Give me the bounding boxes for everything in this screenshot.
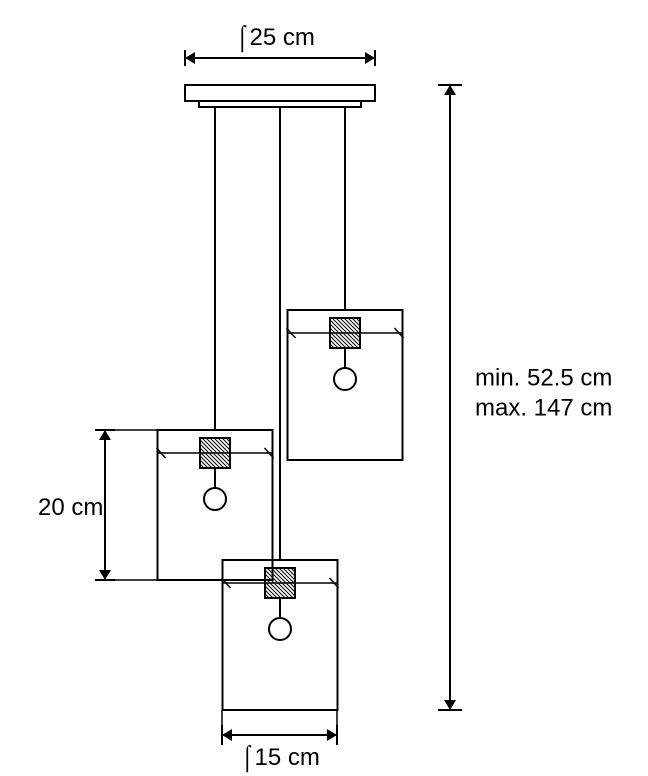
shade-right bbox=[287, 310, 404, 460]
total-height-max-label: max. 147 cm bbox=[475, 395, 612, 422]
canopy bbox=[185, 85, 375, 107]
total-height-min-label: min. 52.5 cm bbox=[475, 365, 612, 392]
shade-mid bbox=[222, 560, 339, 710]
dim-total-height bbox=[438, 85, 462, 710]
shade-diameter-label: ⌠15 cm bbox=[240, 744, 320, 773]
shade-height-label: 20 cm bbox=[38, 494, 103, 521]
dim-canopy-diameter bbox=[185, 50, 375, 66]
dim-shade-diameter bbox=[222, 710, 337, 745]
shade-left bbox=[157, 430, 274, 580]
dim-shade-height bbox=[95, 430, 158, 580]
canopy-diameter-label: ⌠25 cm bbox=[235, 24, 315, 53]
